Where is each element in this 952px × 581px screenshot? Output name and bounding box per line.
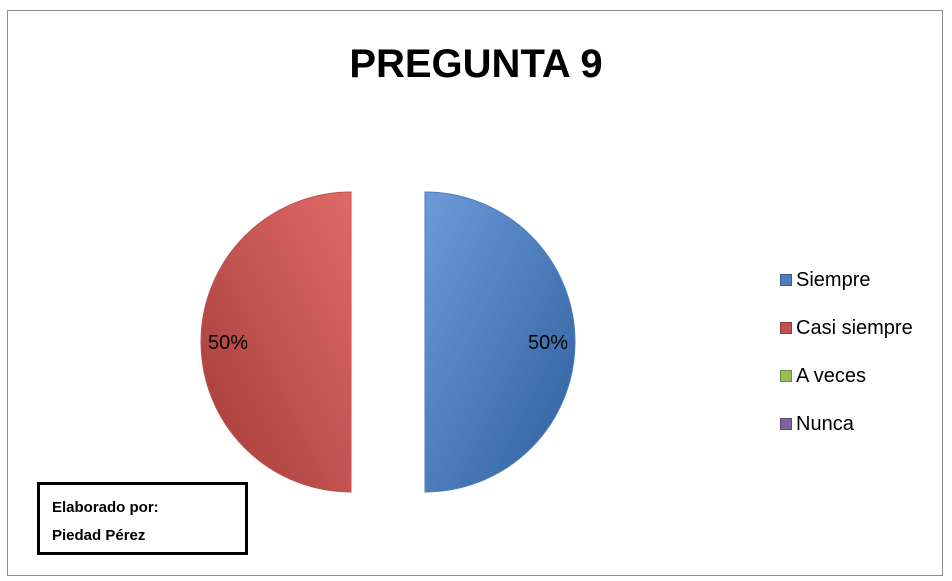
legend-swatch-nunca <box>780 418 792 430</box>
legend-item-a-veces: A veces <box>780 352 913 400</box>
chart-title: PREGUNTA 9 <box>349 42 603 86</box>
credit-box: Elaborado por: Piedad Pérez <box>37 482 248 555</box>
legend-item-casi-siempre: Casi siempre <box>780 304 913 352</box>
data-label-siempre: 50% <box>528 332 568 354</box>
legend-swatch-casi-siempre <box>780 322 792 334</box>
pie-slice-siempre <box>424 191 576 493</box>
pie-slice-casi-siempre <box>200 191 352 493</box>
legend-label-a-veces: A veces <box>796 364 867 387</box>
legend-item-nunca: Nunca <box>780 400 913 448</box>
legend-swatch-a-veces <box>780 370 792 382</box>
legend-label-casi-siempre: Casi siempre <box>796 316 913 339</box>
legend-item-siempre: Siempre <box>780 256 913 304</box>
legend-swatch-siempre <box>780 274 792 286</box>
legend-label-siempre: Siempre <box>796 268 871 291</box>
chart-legend: Siempre Casi siempre A veces Nunca <box>780 256 913 448</box>
legend-label-nunca: Nunca <box>796 412 854 435</box>
credit-line-2: Piedad Pérez <box>52 527 146 544</box>
data-label-casi-siempre: 50% <box>208 332 248 354</box>
credit-line-1: Elaborado por: <box>52 499 159 516</box>
